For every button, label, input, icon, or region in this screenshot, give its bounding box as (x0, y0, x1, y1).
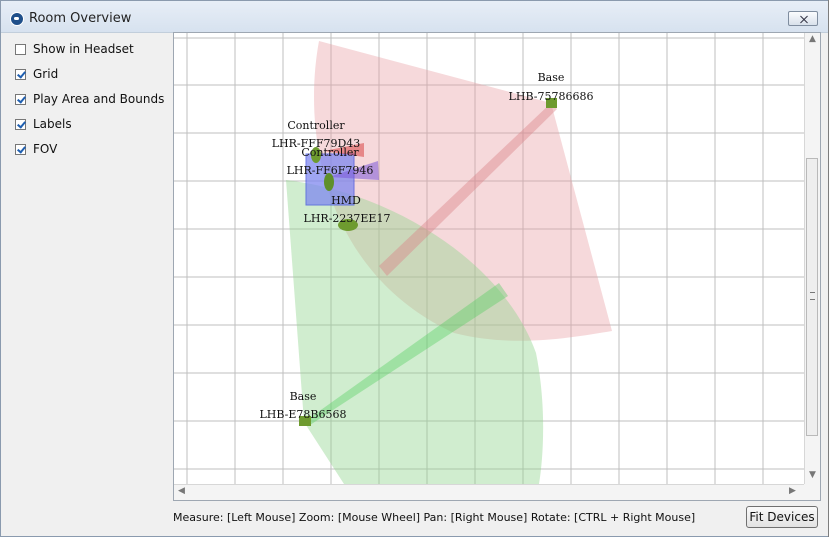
option-labels[interactable]: Labels (15, 115, 72, 133)
scroll-left-icon[interactable]: ◀ (178, 486, 185, 496)
grid-checkbox[interactable] (15, 68, 26, 80)
option-show-in-headset[interactable]: Show in Headset (15, 40, 134, 58)
scroll-right-icon[interactable]: ▶ (789, 486, 796, 496)
labels-label: Labels (33, 117, 72, 131)
scroll-down-icon[interactable]: ▼ (809, 470, 816, 480)
base-bottom-device (299, 416, 311, 426)
option-play-area-and-bounds[interactable]: Play Area and Bounds (15, 90, 164, 108)
base-bottom-beam (304, 283, 508, 425)
room-scene[interactable]: Base LHB-75786686 Controller LHR-FFF79D4… (174, 33, 820, 500)
close-button[interactable] (788, 11, 818, 26)
fov-checkbox[interactable] (15, 143, 26, 155)
room-overview-viewport[interactable]: Base LHB-75786686 Controller LHR-FFF79D4… (173, 32, 821, 501)
base-bottom-type-label: Base (290, 390, 317, 403)
hmd-type-label: HMD (331, 194, 361, 207)
base-top-fov-cone (314, 41, 612, 341)
base-bottom-serial-label: LHB-E78B6568 (259, 408, 346, 421)
vertical-scroll-thumb[interactable] (806, 158, 818, 436)
scroll-up-icon[interactable]: ▲ (809, 34, 816, 44)
controller-2-type-label: Controller (301, 146, 359, 159)
option-grid[interactable]: Grid (15, 65, 58, 83)
grid (174, 33, 820, 500)
base-top-beam (379, 103, 557, 276)
controller-1-serial-label: LHR-FFF79D43 (272, 137, 361, 150)
vr-app-icon (10, 12, 24, 26)
base-top-device (546, 98, 557, 108)
grid-label: Grid (33, 67, 59, 81)
play-area-and-bounds-label: Play Area and Bounds (33, 92, 165, 106)
base-top-serial-label: LHB-75786686 (509, 90, 594, 103)
hmd-device (338, 219, 358, 231)
option-fov[interactable]: FOV (15, 140, 57, 158)
controller-1-type-label: Controller (287, 119, 345, 132)
horizontal-scrollbar[interactable] (174, 484, 804, 500)
scrollbar-corner (804, 484, 820, 500)
show-in-headset-checkbox[interactable] (15, 43, 26, 55)
fov-label: FOV (33, 142, 58, 156)
controller-1-device (311, 147, 321, 163)
show-in-headset-label: Show in Headset (33, 42, 134, 56)
hmd-serial-label: LHR-2237EE17 (304, 212, 391, 225)
controller-2-device (324, 173, 334, 191)
controller-2-fov (329, 161, 379, 180)
fit-devices-button[interactable]: Fit Devices (746, 506, 818, 528)
title-bar[interactable]: Room Overview (1, 1, 828, 33)
window-title: Room Overview (29, 11, 132, 26)
base-bottom-fov-cone (286, 180, 544, 484)
labels-checkbox[interactable] (15, 118, 26, 130)
controller-1-fov (324, 143, 364, 157)
base-top-type-label: Base (538, 71, 565, 84)
mouse-controls-hint: Measure: [Left Mouse] Zoom: [Mouse Wheel… (173, 511, 696, 524)
controller-2-serial-label: LHR-FF6F7946 (287, 164, 374, 177)
play-area-and-bounds-checkbox[interactable] (15, 93, 26, 105)
